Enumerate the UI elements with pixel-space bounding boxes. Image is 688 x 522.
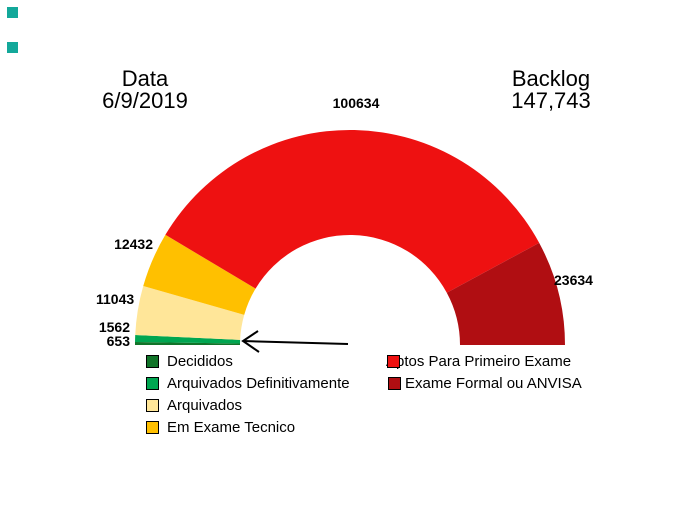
legend-right-column: Aptos Para Primeiro Exame Exame Formal o… xyxy=(382,352,582,396)
backlog-value: 147,743 xyxy=(511,88,591,113)
value-label-exame-formal: 23634 xyxy=(554,272,593,288)
segment-decididos[interactable] xyxy=(135,342,241,345)
date-header: Data 6/9/2019 xyxy=(75,68,215,112)
value-label-decididos: 653 xyxy=(106,333,130,349)
legend-label: Arquivados xyxy=(167,396,243,414)
value-label-arq-def: 1562 xyxy=(98,319,130,335)
arquivados-definitivamente-swatch-icon xyxy=(146,376,159,390)
legend-item-em-exame-tecnico[interactable]: Em Exame Tecnico xyxy=(146,418,350,436)
value-label-arquivados: 11043 xyxy=(96,291,135,307)
legend-item-exame-formal-ou-anvisa[interactable]: Exame Formal ou ANVISA xyxy=(382,374,582,392)
segment-arquivados[interactable] xyxy=(135,286,245,340)
legend-label: Arquivados Definitivamente xyxy=(167,374,350,392)
legend-item-arquivados[interactable]: Arquivados xyxy=(146,396,350,414)
backlog-label: Backlog xyxy=(511,66,591,91)
exame-formal-swatch-icon xyxy=(388,376,401,390)
selection-handle-top[interactable] xyxy=(7,7,18,18)
date-label: Data xyxy=(121,66,169,91)
em-exame-tecnico-swatch-icon xyxy=(146,420,159,434)
legend-left-column: Decididos Arquivados Definitivamente Arq… xyxy=(146,352,350,440)
date-value: 6/9/2019 xyxy=(102,88,188,113)
legend-label: Em Exame Tecnico xyxy=(167,418,296,436)
legend-label: Aptos Para Primeiro Exame xyxy=(386,352,572,370)
backlog-header: Backlog 147,743 xyxy=(490,68,612,112)
arquivados-swatch-icon xyxy=(146,398,159,412)
arrow-icon xyxy=(241,330,349,353)
gauge-segments xyxy=(135,130,565,345)
legend-label: Exame Formal ou ANVISA xyxy=(405,374,582,392)
segment-aptos-para-primeiro-exame[interactable] xyxy=(165,130,540,293)
legend-item-aptos-para-primeiro-exame[interactable]: Aptos Para Primeiro Exame xyxy=(382,352,582,370)
legend-label: Decididos xyxy=(167,352,233,370)
value-label-em-exame: 12432 xyxy=(114,236,153,252)
value-label-aptos: 100634 xyxy=(332,95,380,111)
segment-exame-formal-ou-anvisa[interactable] xyxy=(446,242,565,345)
selection-handle-bottom[interactable] xyxy=(7,42,18,53)
legend-item-decididos[interactable]: Decididos xyxy=(146,352,350,370)
segment-arquivados-definitivamente[interactable] xyxy=(135,335,241,344)
segment-em-exame-tecnico[interactable] xyxy=(143,234,256,315)
aptos-swatch-icon xyxy=(387,355,400,368)
arrow-annotation xyxy=(241,330,349,353)
decididos-swatch-icon xyxy=(146,354,159,368)
legend-item-arquivados-definitivamente[interactable]: Arquivados Definitivamente xyxy=(146,374,350,392)
